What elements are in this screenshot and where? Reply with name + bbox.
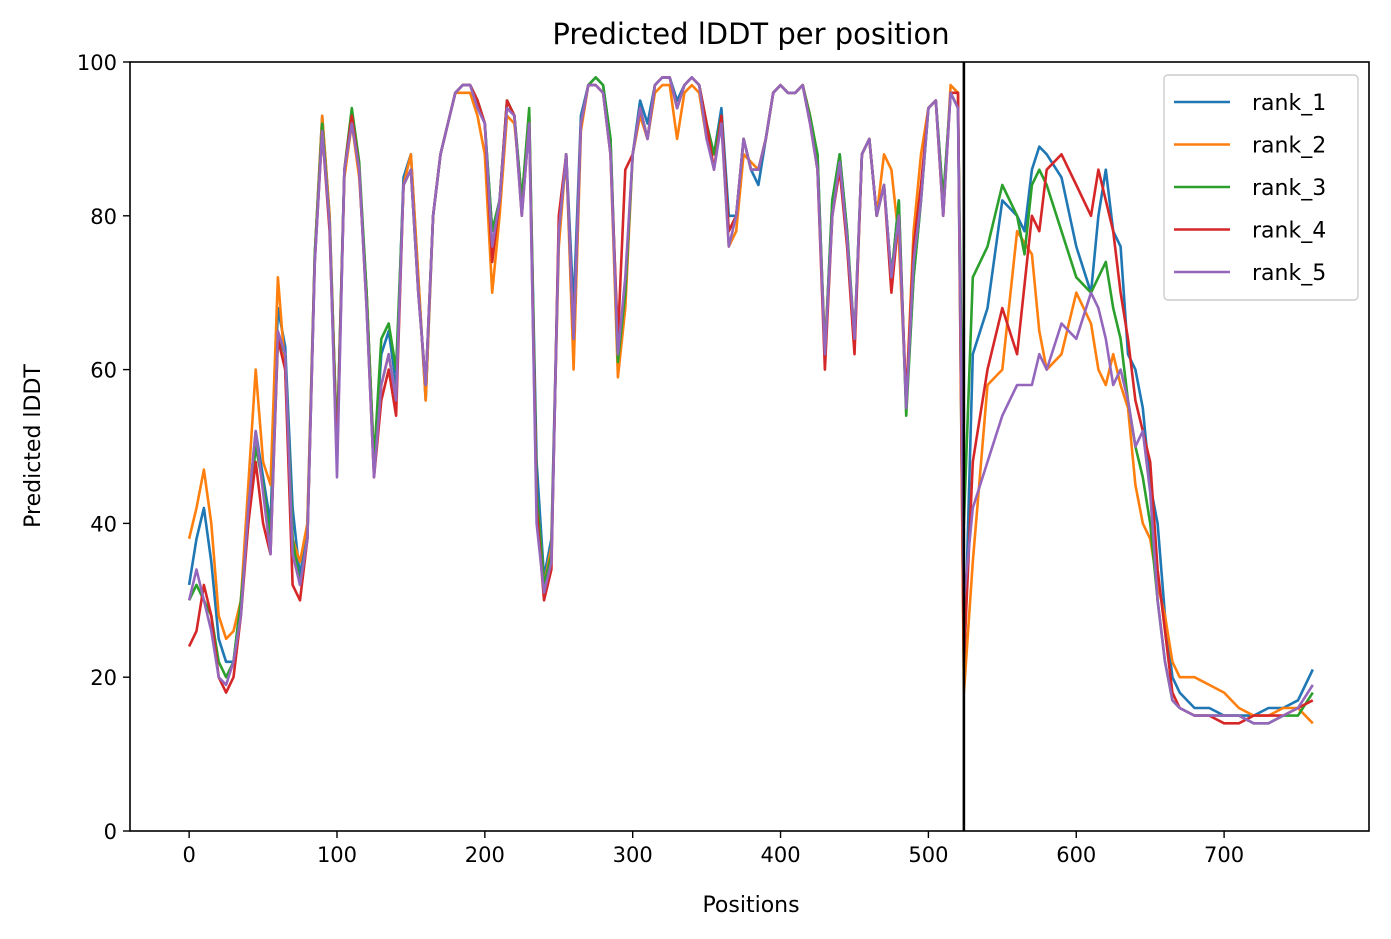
- x-axis: 0 100 200 300 400 500 600 700: [182, 831, 1244, 867]
- x-tick-label: 700: [1204, 843, 1244, 867]
- y-axis-label: Predicted lDDT: [21, 364, 46, 528]
- series-layer: [187, 76, 1314, 725]
- y-tick-label: 100: [77, 51, 117, 75]
- x-tick-label: 300: [613, 843, 653, 867]
- legend-box: [1163, 74, 1359, 301]
- y-tick-label: 20: [90, 666, 117, 690]
- plot-frame: [129, 61, 1370, 832]
- legend-label-rank_5: rank_5: [1252, 261, 1326, 286]
- legend-label-rank_3: rank_3: [1252, 176, 1326, 201]
- x-axis-label: Positions: [702, 893, 799, 918]
- x-tick-label: 200: [465, 843, 505, 867]
- y-tick-label: 60: [90, 359, 117, 383]
- legend-label-rank_2: rank_2: [1252, 134, 1326, 159]
- y-axis: 0 20 40 60 80 100: [77, 51, 130, 844]
- chart-title: Predicted lDDT per position: [552, 17, 949, 51]
- legend: rank_1 rank_2 rank_3 rank_4 rank_5: [1163, 74, 1359, 301]
- legend-label-rank_1: rank_1: [1252, 91, 1326, 116]
- legend-label-rank_4: rank_4: [1252, 219, 1326, 244]
- x-tick-label: 500: [908, 843, 948, 867]
- y-tick-label: 80: [90, 205, 117, 229]
- x-tick-label: 0: [182, 843, 195, 867]
- series-line-rank_2: [187, 83, 1314, 725]
- y-tick-label: 40: [90, 512, 117, 536]
- x-tick-label: 100: [317, 843, 357, 867]
- series-line-rank_5: [187, 76, 1314, 725]
- x-tick-label: 400: [761, 843, 801, 867]
- y-tick-label: 0: [104, 820, 117, 844]
- x-tick-label: 600: [1056, 843, 1096, 867]
